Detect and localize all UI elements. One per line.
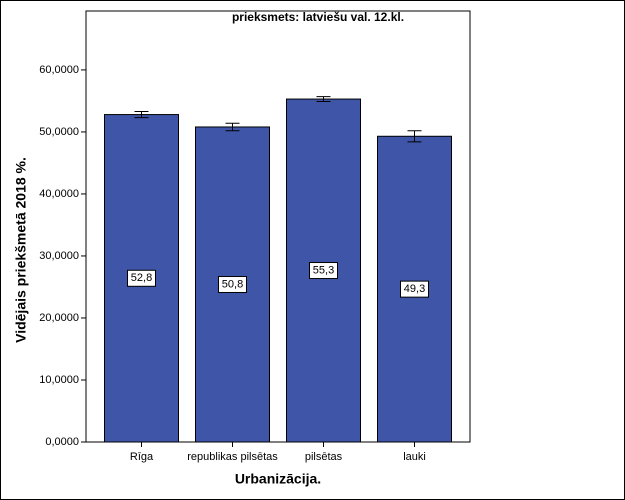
value-label: 49,3 [404, 283, 425, 295]
error-bar [407, 130, 422, 143]
x-tick-label: republikas pilsētas [187, 451, 278, 463]
y-axis-label: Vidējais priekšmetā 2018 %. [13, 157, 29, 343]
value-label: 55,3 [313, 264, 334, 276]
y-tick-label: 30,0000 [39, 250, 79, 262]
y-tick-label: 0,0000 [45, 436, 79, 448]
x-tick-label: lauki [403, 451, 426, 463]
y-tick-label: 60,0000 [39, 64, 79, 76]
value-label: 50,8 [222, 278, 243, 290]
error-bar [225, 122, 240, 132]
value-label: 52,8 [131, 272, 152, 284]
y-tick-label: 20,0000 [39, 312, 79, 324]
error-bar [134, 110, 149, 119]
value-label-box [400, 280, 429, 298]
y-tick-label: 40,0000 [39, 188, 79, 200]
x-tick-label: Rīga [130, 451, 154, 463]
value-label-box [127, 269, 156, 287]
value-label-box [309, 262, 338, 280]
value-label-box [218, 275, 247, 293]
error-bar [316, 96, 331, 103]
y-tick-label: 10,0000 [39, 374, 79, 386]
x-axis-label: Urbanizācija. [235, 471, 321, 487]
x-tick-label: pilsētas [305, 451, 343, 463]
chart-title: prieksmets: latviešu val. 12.kl. [232, 10, 404, 24]
y-tick-label: 50,0000 [39, 126, 79, 138]
